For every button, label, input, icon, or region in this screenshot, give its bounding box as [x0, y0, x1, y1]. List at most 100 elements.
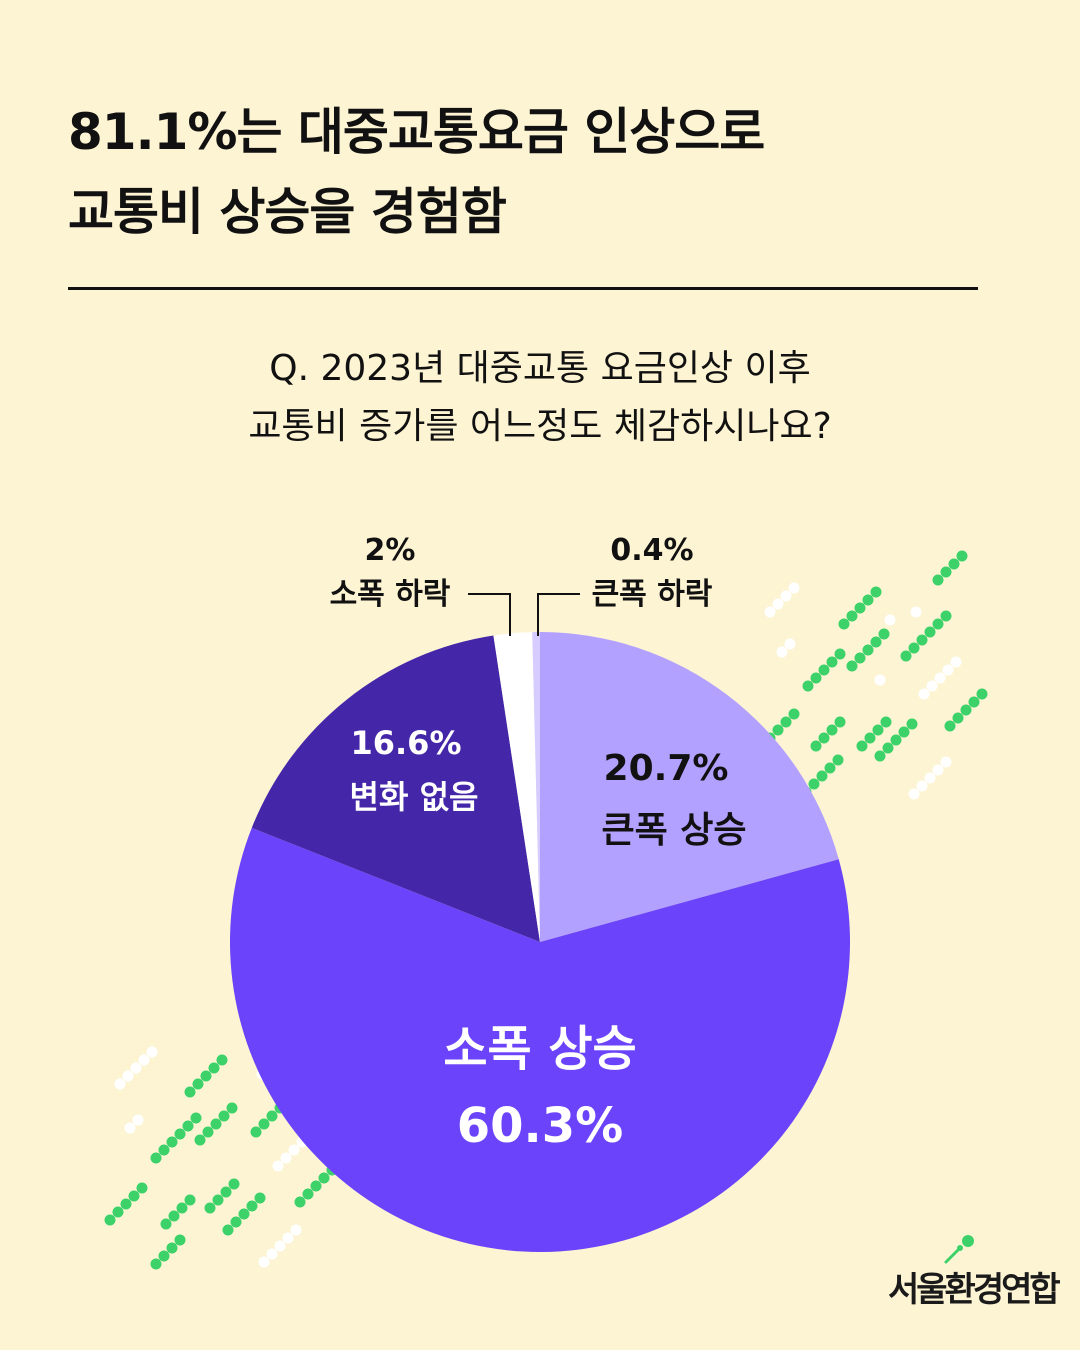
decor-dot — [776, 646, 788, 658]
decor-dot — [160, 1218, 172, 1230]
decor-dot — [870, 586, 882, 598]
pie-slice — [493, 632, 540, 942]
slice-label: 큰폭 상승 — [601, 810, 746, 851]
decor-dot — [960, 704, 972, 716]
decor-dot — [772, 724, 784, 736]
decor-dot — [918, 688, 930, 700]
decor-dot — [226, 1102, 238, 1114]
slice-label: 60.3% — [457, 1098, 624, 1154]
decor-dot — [146, 1046, 158, 1058]
decor-dot — [282, 1232, 294, 1244]
decor-dot — [834, 716, 846, 728]
decor-dot — [872, 724, 884, 736]
decor-dot — [238, 1208, 250, 1220]
decor-dot — [218, 1110, 230, 1122]
decor-dot — [302, 1188, 314, 1200]
decor-dot — [230, 1216, 242, 1228]
decor-dot — [274, 1240, 286, 1252]
decor-dot — [870, 636, 882, 648]
decor-dot — [950, 656, 962, 668]
decor-dot — [130, 1062, 142, 1074]
decor-dot — [132, 1114, 144, 1126]
decor-dot — [862, 644, 874, 656]
leader-line — [537, 593, 580, 636]
decor-dot — [838, 618, 850, 630]
decor-dot — [246, 1200, 258, 1212]
decor-dot — [810, 672, 822, 684]
slice-label: 소폭 하락 — [330, 577, 451, 612]
decor-dot — [846, 660, 858, 672]
decor-dot — [266, 1110, 278, 1122]
decor-dot — [310, 1180, 322, 1192]
decor-dot — [878, 628, 890, 640]
decor-dot — [900, 650, 912, 662]
decor-dot — [136, 1182, 148, 1194]
decor-dot — [908, 642, 920, 654]
decor-dot — [258, 1118, 270, 1130]
decor-dot — [294, 1196, 306, 1208]
slice-label: 소폭 상승 — [443, 1021, 636, 1077]
decor-dot — [280, 1152, 292, 1164]
decor-dot — [924, 626, 936, 638]
decor-dot — [956, 550, 968, 562]
decor-dot — [948, 558, 960, 570]
decor-dot — [166, 1136, 178, 1148]
slice-label: 변화 없음 — [350, 778, 479, 816]
decor-dot — [150, 1258, 162, 1270]
decor-dot — [150, 1152, 162, 1164]
decor-dot — [212, 1194, 224, 1206]
leader-lines — [468, 593, 580, 636]
decor-dot — [174, 1234, 186, 1246]
decor-dot — [788, 708, 800, 720]
decor-dot — [210, 1118, 222, 1130]
decor-dot — [880, 716, 892, 728]
survey-question: Q. 2023년 대중교통 요금인상 이후 교통비 증가를 어느정도 체감하시나… — [0, 340, 1080, 456]
decor-dot — [926, 680, 938, 692]
decor-dot — [864, 732, 876, 744]
decor-dot — [780, 716, 792, 728]
decor-dot — [940, 566, 952, 578]
decor-dot — [944, 720, 956, 732]
decor-dot — [916, 780, 928, 792]
headline-line-2: 교통비 상승을 경험함 — [68, 183, 507, 241]
decor-dot — [204, 1202, 216, 1214]
decor-dot — [818, 664, 830, 676]
decor-dot — [158, 1144, 170, 1156]
decor-dot — [924, 772, 936, 784]
decor-dot — [764, 606, 776, 618]
decor-dot — [220, 1186, 232, 1198]
decor-dot — [826, 724, 838, 736]
pie-slices — [229, 632, 850, 1252]
decor-dot — [942, 664, 954, 676]
decor-dot — [932, 618, 944, 630]
decor-dot — [190, 1112, 202, 1124]
decor-dot — [120, 1198, 132, 1210]
slice-label: 2% — [365, 533, 416, 568]
decor-dot — [192, 1078, 204, 1090]
decor-dot — [916, 634, 928, 646]
decor-dot — [772, 598, 784, 610]
organization-logo: 서울환경연합 — [888, 1270, 1061, 1310]
sprout-icon — [944, 1235, 974, 1264]
decor-dot — [906, 718, 918, 730]
decor-dot — [272, 1160, 284, 1172]
decor-dot — [908, 788, 920, 800]
slice-label: 16.6% — [350, 724, 461, 762]
decor-dot — [934, 672, 946, 684]
decor-dot — [808, 778, 820, 790]
headline: 81.1%는 대중교통요금 인상으로 교통비 상승을 경험함 — [68, 92, 765, 252]
decor-dot — [854, 652, 866, 664]
decor-dot — [932, 764, 944, 776]
decor-dot — [138, 1054, 150, 1066]
decor-dot — [184, 1086, 196, 1098]
decor-dot — [802, 680, 814, 692]
decor-dot — [222, 1224, 234, 1236]
leader-line — [468, 593, 511, 636]
decor-dot — [290, 1224, 302, 1236]
decor-dot — [122, 1070, 134, 1082]
decor-dot — [940, 610, 952, 622]
decor-dot — [832, 754, 844, 766]
decor-dot — [124, 1122, 136, 1134]
